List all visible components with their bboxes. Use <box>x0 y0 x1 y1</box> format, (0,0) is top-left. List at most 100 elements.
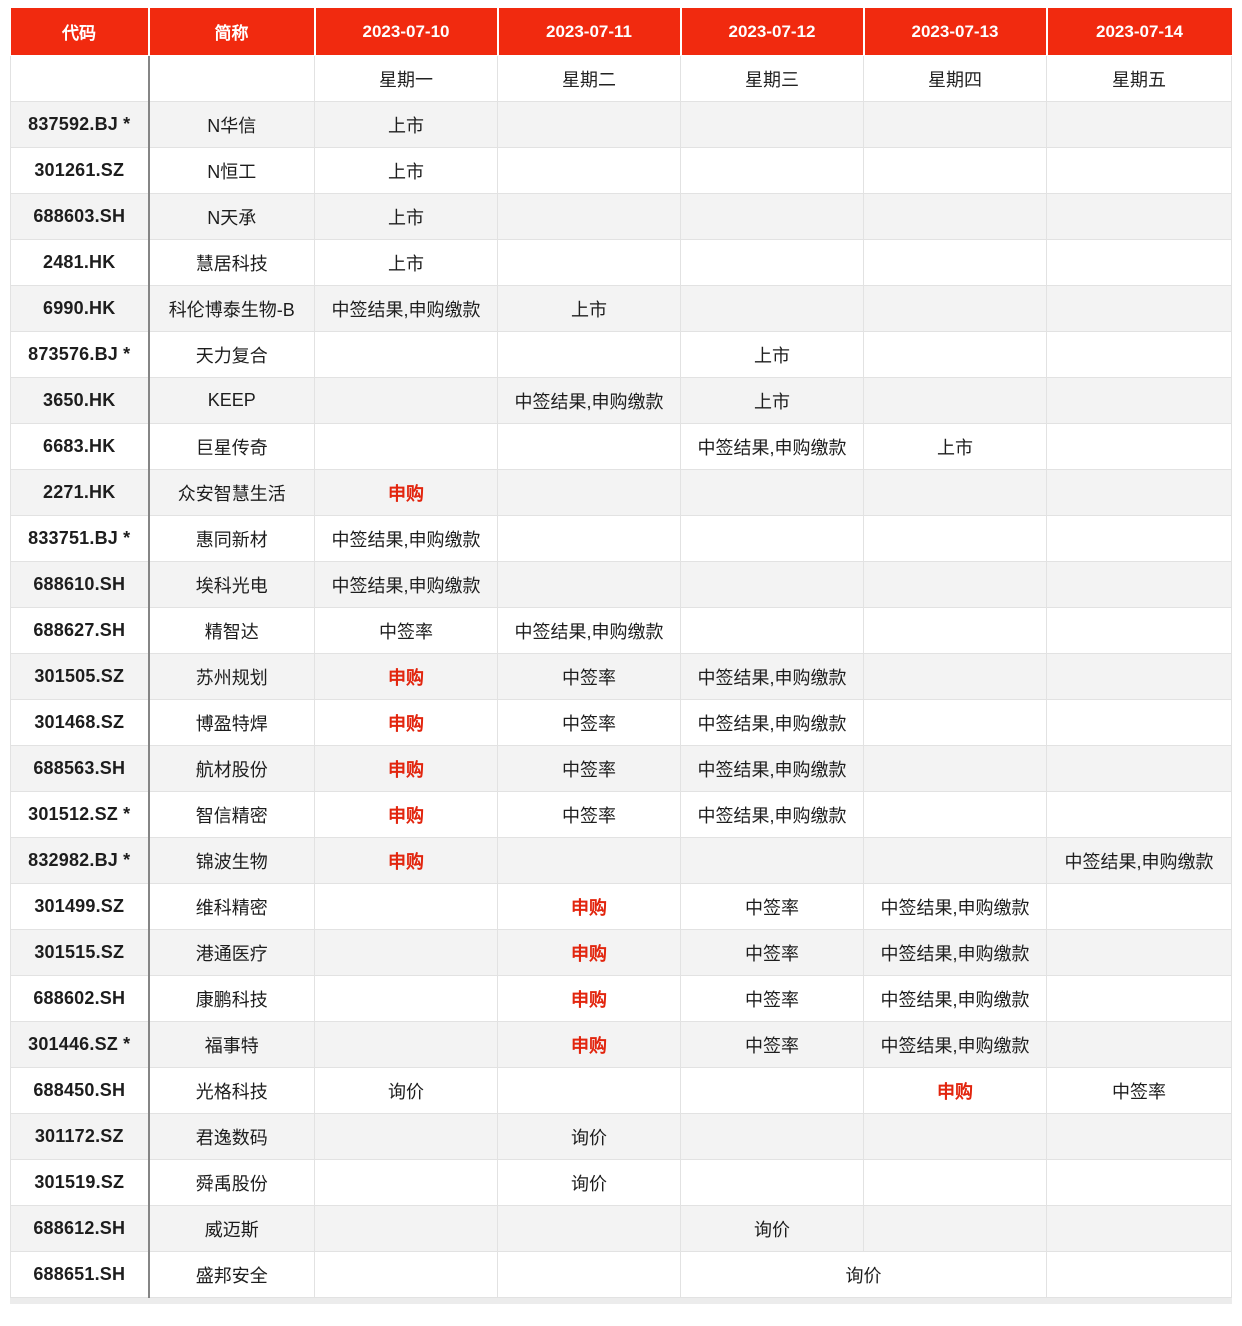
table-row: 2271.HK 众安智慧生活 申购 <box>10 469 1232 516</box>
weekday-cell-thu: 星期四 <box>863 55 1047 102</box>
status-cell <box>314 1113 498 1160</box>
column-header-code: 代码 <box>10 8 150 56</box>
status-cell <box>863 1113 1047 1160</box>
status-cell: 上市 <box>863 423 1047 470</box>
status-cell <box>680 1113 864 1160</box>
table-row: 6990.HK 科伦博泰生物-B 中签结果,申购缴款 上市 <box>10 285 1232 332</box>
next-row-sliver <box>10 1298 1232 1304</box>
status-cell <box>497 423 681 470</box>
status-cell <box>863 837 1047 884</box>
table-row: 837592.BJ * N华信 上市 <box>10 101 1232 148</box>
status-cell <box>680 1067 864 1114</box>
status-cell: 申购 <box>497 975 681 1022</box>
status-cell <box>863 699 1047 746</box>
status-cell <box>680 561 864 608</box>
status-cell <box>1046 285 1232 332</box>
status-cell: 上市 <box>314 239 498 286</box>
status-cell: 中签结果,申购缴款 <box>497 607 681 654</box>
status-cell <box>1046 147 1232 194</box>
stock-name-cell: 航材股份 <box>148 745 315 792</box>
status-cell <box>1046 515 1232 562</box>
table-row: 301515.SZ 港通医疗 申购 中签率 中签结果,申购缴款 <box>10 929 1232 976</box>
stock-code-cell: 301172.SZ <box>10 1113 150 1160</box>
status-cell <box>314 1251 498 1298</box>
status-cell: 中签结果,申购缴款 <box>680 745 864 792</box>
status-cell: 询价 <box>497 1159 681 1206</box>
stock-name-cell: 众安智慧生活 <box>148 469 315 516</box>
table-row: 3650.HK KEEP 中签结果,申购缴款 上市 <box>10 377 1232 424</box>
status-cell <box>314 331 498 378</box>
status-cell: 中签结果,申购缴款 <box>497 377 681 424</box>
stock-name-cell: N天承 <box>148 193 315 240</box>
table-row: 688627.SH 精智达 中签率 中签结果,申购缴款 <box>10 607 1232 654</box>
weekday-cell-tue: 星期二 <box>497 55 681 102</box>
stock-name-cell: N华信 <box>148 101 315 148</box>
stock-code-cell: 2481.HK <box>10 239 150 286</box>
status-cell <box>863 101 1047 148</box>
status-cell: 上市 <box>680 331 864 378</box>
stock-code-cell: 688612.SH <box>10 1205 150 1252</box>
table-row: 301519.SZ 舜禹股份 询价 <box>10 1159 1232 1206</box>
stock-code-cell: 6990.HK <box>10 285 150 332</box>
table-row: 688450.SH 光格科技 询价 申购 中签率 <box>10 1067 1232 1114</box>
table-body: 星期一 星期二 星期三 星期四 星期五 837592.BJ * N华信 上市 3012… <box>10 55 1232 1298</box>
status-cell <box>497 147 681 194</box>
status-cell <box>1046 561 1232 608</box>
stock-code-cell: 301519.SZ <box>10 1159 150 1206</box>
stock-code-cell: 688450.SH <box>10 1067 150 1114</box>
status-cell: 中签率 <box>497 653 681 700</box>
stock-code-cell: 301468.SZ <box>10 699 150 746</box>
status-cell: 询价 <box>497 1113 681 1160</box>
table-row: 873576.BJ * 天力复合 上市 <box>10 331 1232 378</box>
weekday-cell-fri: 星期五 <box>1046 55 1232 102</box>
stock-name-cell: 维科精密 <box>148 883 315 930</box>
column-header-date-1: 2023-07-10 <box>314 8 499 56</box>
stock-name-cell: 盛邦安全 <box>148 1251 315 1298</box>
status-cell <box>1046 745 1232 792</box>
status-cell: 申购 <box>314 699 498 746</box>
status-cell <box>314 1021 498 1068</box>
status-cell: 中签结果,申购缴款 <box>863 975 1047 1022</box>
status-cell <box>497 101 681 148</box>
status-cell: 申购 <box>314 837 498 884</box>
status-cell <box>863 561 1047 608</box>
status-cell: 申购 <box>314 469 498 516</box>
status-cell <box>1046 423 1232 470</box>
status-cell <box>314 929 498 976</box>
weekday-cell-empty-name <box>148 55 315 102</box>
table-row: 301499.SZ 维科精密 申购 中签率 中签结果,申购缴款 <box>10 883 1232 930</box>
status-cell: 中签率 <box>680 883 864 930</box>
header-row: 代码 简称 2023-07-10 2023-07-11 2023-07-12 2… <box>10 8 1232 56</box>
status-cell <box>314 377 498 424</box>
column-header-date-5: 2023-07-14 <box>1046 8 1232 56</box>
status-cell <box>314 1205 498 1252</box>
status-cell: 上市 <box>497 285 681 332</box>
column-header-name: 简称 <box>148 8 316 56</box>
column-header-date-3: 2023-07-12 <box>680 8 865 56</box>
status-cell <box>1046 653 1232 700</box>
status-cell <box>680 101 864 148</box>
status-cell <box>680 147 864 194</box>
status-cell: 中签率 <box>497 791 681 838</box>
status-cell <box>863 791 1047 838</box>
status-cell: 上市 <box>314 101 498 148</box>
stock-name-cell: 威迈斯 <box>148 1205 315 1252</box>
status-cell <box>680 607 864 654</box>
table-row: 688651.SH 盛邦安全 询价 <box>10 1251 1232 1298</box>
stock-name-cell: 精智达 <box>148 607 315 654</box>
status-cell <box>1046 791 1232 838</box>
status-cell <box>314 975 498 1022</box>
status-cell <box>863 239 1047 286</box>
stock-code-cell: 688651.SH <box>10 1251 150 1298</box>
table-row: 688602.SH 康鹏科技 申购 中签率 中签结果,申购缴款 <box>10 975 1232 1022</box>
status-cell <box>863 285 1047 332</box>
status-cell: 中签结果,申购缴款 <box>863 1021 1047 1068</box>
status-cell <box>863 193 1047 240</box>
status-cell: 中签结果,申购缴款 <box>680 653 864 700</box>
status-cell <box>1046 1159 1232 1206</box>
stock-code-cell: 832982.BJ * <box>10 837 150 884</box>
status-cell <box>497 239 681 286</box>
stock-code-cell: 688603.SH <box>10 193 150 240</box>
status-cell <box>680 239 864 286</box>
